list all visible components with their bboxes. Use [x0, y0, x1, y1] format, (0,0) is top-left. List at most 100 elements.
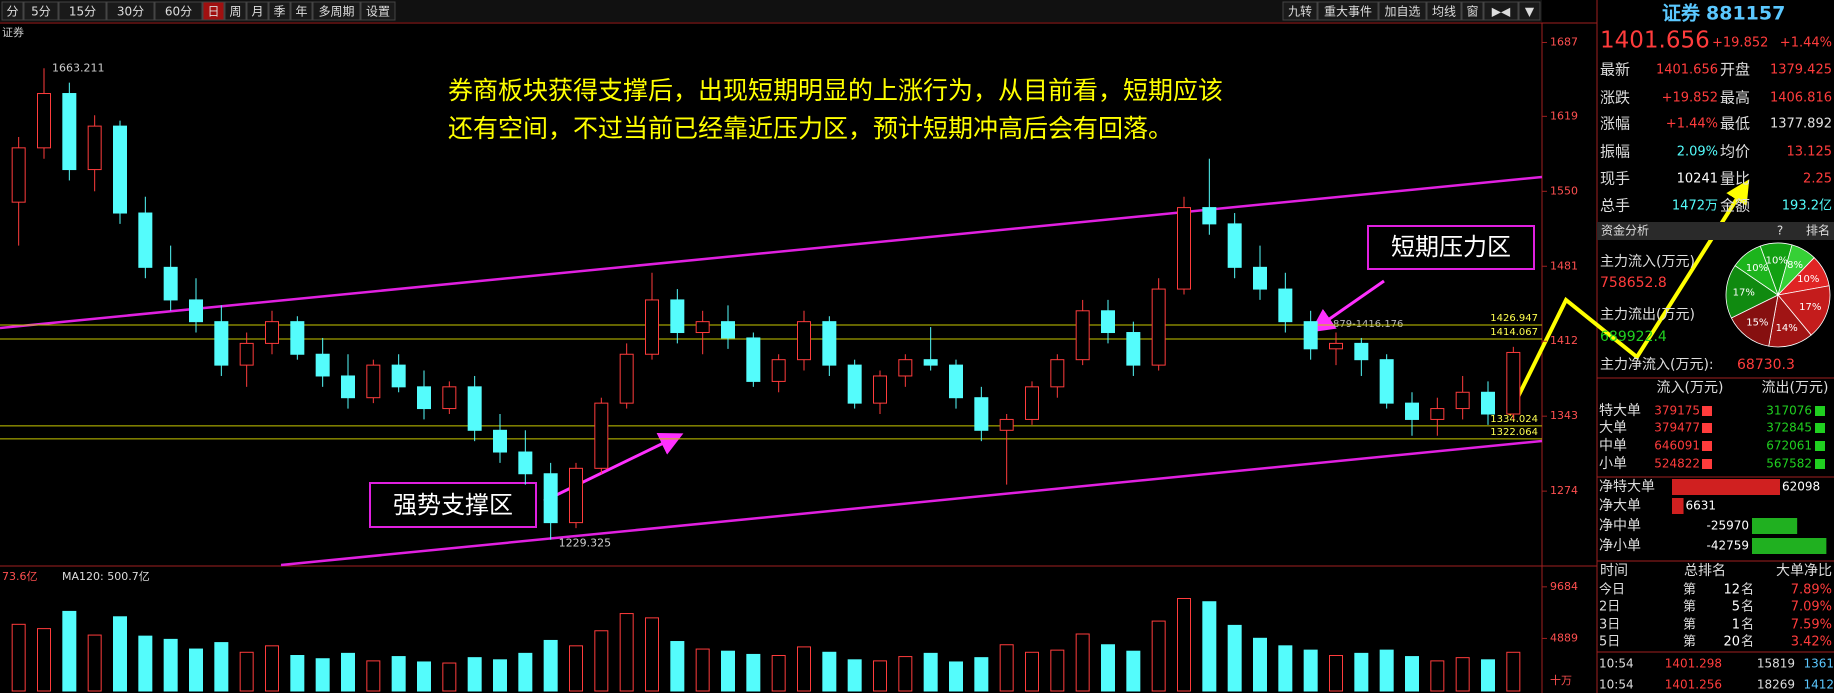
toolbar-button[interactable]	[1426, 1, 1462, 21]
rank-period: 5日	[1599, 635, 1620, 650]
volume-bar	[493, 659, 507, 692]
funds-label: 主力流出(万元)	[1600, 307, 1695, 323]
volume-bar	[1075, 633, 1090, 692]
candle-body	[315, 353, 330, 377]
y-tick-label: 1619	[1550, 109, 1578, 122]
toolbar-button[interactable]	[154, 1, 203, 21]
rank-ratio: 7.09%	[1791, 600, 1832, 615]
candle-body	[1101, 310, 1115, 334]
toolbar-button[interactable]	[23, 1, 59, 21]
toolbar-button[interactable]	[1, 1, 24, 21]
toolbar-button-label: 多周期	[318, 5, 354, 19]
y-tick-label: 4889	[1550, 631, 1578, 644]
funds-value: 689922.4	[1600, 329, 1667, 345]
toolbar-button[interactable]	[1378, 1, 1427, 21]
quote-label: 开盘	[1720, 61, 1750, 79]
toolbar-button[interactable]	[106, 1, 155, 21]
y-tick-label: 9684	[1550, 580, 1578, 593]
toolbar-button[interactable]	[1461, 1, 1484, 21]
candle-body	[873, 375, 887, 404]
toolbar-button-label: 加自选	[1384, 5, 1420, 19]
toolbar-button[interactable]	[312, 1, 361, 21]
volume-bar	[721, 650, 735, 692]
quote-pct: +1.44%	[1780, 36, 1832, 51]
rank-period: 今日	[1599, 582, 1625, 598]
candle-body	[1278, 288, 1293, 323]
quote-label: 最新	[1600, 61, 1630, 79]
net-bar	[1752, 538, 1827, 554]
toolbar-button-label: 九转	[1288, 4, 1312, 19]
rank-suffix: 名	[1741, 617, 1754, 633]
toolbar-button[interactable]	[202, 1, 225, 21]
toolbar-button-label: ▶◀	[1492, 5, 1511, 19]
rank-header: 大单净比	[1776, 563, 1832, 579]
toolbar-button-label: 日	[207, 5, 219, 19]
volume-bar	[1253, 637, 1267, 692]
volume-bar	[163, 638, 178, 692]
volume-bar	[138, 635, 153, 692]
toolbar-button[interactable]	[1518, 1, 1541, 21]
quote-label: 涨跌	[1600, 89, 1630, 107]
label-box	[1367, 225, 1535, 270]
toolbar-button[interactable]	[224, 1, 247, 21]
net-value: -25970	[1706, 519, 1749, 533]
toolbar-button[interactable]	[1317, 1, 1379, 21]
toolbar-button[interactable]	[290, 1, 313, 21]
flow-header: 流入(万元)	[1657, 380, 1724, 396]
candle-body	[999, 418, 1014, 431]
candle-body	[239, 342, 254, 366]
tick-extra: 1361	[1803, 657, 1834, 671]
candle-body	[138, 212, 153, 268]
pie-label: 15%	[1746, 317, 1768, 328]
toolbar-button[interactable]	[1483, 1, 1519, 21]
volume-bar	[290, 655, 305, 692]
quote-value: +19.852	[1662, 91, 1718, 106]
volume-bar	[11, 623, 26, 692]
flow-marker	[1702, 406, 1712, 416]
toolbar-button-label: 30分	[117, 5, 144, 19]
toolbar-button[interactable]	[1282, 1, 1318, 21]
flow-header: 流出(万元)	[1762, 380, 1829, 396]
volume-bar	[37, 628, 51, 692]
funds-value: 758652.8	[1600, 275, 1667, 291]
volume-bar	[1430, 660, 1445, 692]
toolbar-button[interactable]	[268, 1, 291, 21]
rank-prefix: 第	[1683, 600, 1696, 615]
arrow	[1310, 279, 1385, 333]
net-label: 净小单	[1599, 538, 1641, 554]
volume-bar	[695, 648, 710, 692]
candle-body	[1126, 332, 1141, 366]
rank-header: 时间	[1600, 563, 1628, 579]
candle-body	[1481, 391, 1495, 415]
funds-label: 主力净流入(万元):	[1600, 357, 1714, 373]
volume-bar	[771, 655, 786, 692]
y-tick-label: 1550	[1550, 184, 1578, 197]
volume-bar	[1455, 657, 1470, 692]
volume-bar	[265, 645, 279, 692]
rank-suffix: 名	[1741, 582, 1754, 598]
candle-body	[366, 364, 381, 399]
pie-label: 14%	[1776, 323, 1798, 334]
flow-in: 646091	[1654, 439, 1700, 453]
candle-body	[341, 375, 355, 399]
toolbar-button-label: 60分	[165, 5, 192, 19]
net-value: 62098	[1782, 480, 1820, 494]
volume-bar	[341, 652, 355, 692]
candle-body	[442, 386, 457, 410]
net-bar	[1752, 518, 1798, 534]
flow-in: 379175	[1654, 404, 1700, 418]
tick-volume: 15819	[1757, 657, 1795, 671]
toolbar-button-label: 窗	[1466, 5, 1478, 19]
candle-body	[695, 321, 710, 334]
toolbar-button-label: 5分	[31, 5, 51, 19]
toolbar-button[interactable]	[360, 1, 396, 21]
toolbar-button-label: 季	[273, 5, 285, 19]
toolbar-button[interactable]	[58, 1, 107, 21]
quote-change: +19.852	[1712, 36, 1768, 51]
candle-body	[797, 321, 811, 361]
y-tick-label: 1343	[1550, 409, 1578, 422]
toolbar-button[interactable]	[246, 1, 269, 21]
volume-bar	[974, 657, 989, 692]
candle-body	[1303, 321, 1318, 350]
